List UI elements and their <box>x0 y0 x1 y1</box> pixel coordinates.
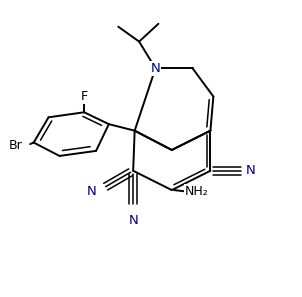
Text: N: N <box>87 185 96 198</box>
Text: N: N <box>246 164 255 177</box>
Text: N: N <box>128 214 138 227</box>
Text: NH₂: NH₂ <box>185 185 209 198</box>
Text: Br: Br <box>9 139 23 152</box>
Text: F: F <box>81 90 88 103</box>
Text: N: N <box>151 62 160 75</box>
